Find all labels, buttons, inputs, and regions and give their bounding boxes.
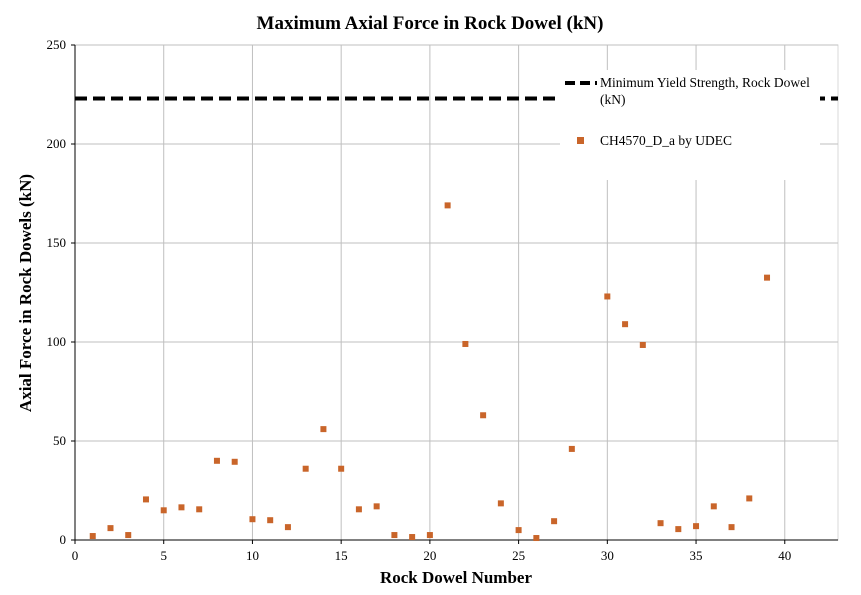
- data-point: [693, 523, 700, 530]
- data-point: [480, 412, 487, 419]
- data-point: [639, 341, 646, 348]
- y-tick-label: 100: [47, 334, 67, 349]
- data-point: [320, 426, 327, 433]
- data-point: [746, 495, 753, 502]
- legend-box: [560, 70, 820, 180]
- gridlines: [75, 44, 838, 540]
- data-point: [604, 293, 611, 300]
- data-point: [444, 202, 451, 209]
- data-points: [89, 202, 771, 542]
- data-point: [125, 532, 132, 539]
- legend-marker-swatch: [577, 137, 584, 144]
- data-point: [249, 516, 256, 523]
- x-tick-label: 30: [601, 548, 614, 563]
- data-point: [675, 526, 682, 533]
- data-point: [142, 496, 149, 503]
- y-tick-label: 50: [53, 433, 66, 448]
- data-point: [426, 532, 433, 539]
- y-tick-label: 200: [47, 136, 67, 151]
- data-point: [497, 500, 504, 507]
- data-point: [178, 504, 185, 511]
- data-point: [462, 340, 469, 347]
- data-point: [373, 503, 380, 510]
- data-point: [515, 527, 522, 534]
- data-point: [338, 465, 345, 472]
- data-point: [764, 274, 771, 281]
- tick-labels: 0 50 100 150 200 250 0 5 10 15 20 25 30 35 40: [47, 37, 792, 563]
- y-tick-label: 0: [60, 532, 67, 547]
- chart-title: Maximum Axial Force in Rock Dowel (kN): [257, 13, 604, 34]
- data-point: [284, 524, 291, 531]
- data-point: [107, 525, 114, 532]
- data-point: [657, 520, 664, 527]
- x-axis-label: Rock Dowel Number: [380, 568, 532, 587]
- data-point: [355, 506, 362, 513]
- data-point: [710, 503, 717, 510]
- legend-reference-label-line2: (kN): [600, 92, 626, 107]
- data-point: [302, 465, 309, 472]
- x-tick-label: 25: [512, 548, 525, 563]
- data-point: [622, 321, 629, 328]
- data-point: [160, 507, 167, 514]
- x-tick-label: 20: [423, 548, 436, 563]
- legend: Minimum Yield Strength, Rock Dowel (kN) …: [560, 70, 820, 180]
- y-axis-label: Axial Force in Rock Dowels (kN): [16, 174, 35, 412]
- legend-series-label: CH4570_D_a by UDEC: [600, 133, 732, 148]
- data-point: [568, 445, 575, 452]
- x-tick-label: 35: [690, 548, 703, 563]
- x-tick-label: 10: [246, 548, 259, 563]
- data-point: [267, 517, 274, 524]
- legend-reference-label-line1: Minimum Yield Strength, Rock Dowel: [600, 75, 810, 90]
- x-tick-label: 5: [160, 548, 167, 563]
- x-tick-label: 15: [335, 548, 348, 563]
- data-point: [391, 532, 398, 539]
- data-point: [89, 533, 96, 540]
- x-tick-label: 0: [72, 548, 79, 563]
- x-tick-label: 40: [778, 548, 791, 563]
- data-point: [728, 524, 735, 531]
- data-point: [409, 534, 416, 541]
- data-point: [213, 457, 220, 464]
- data-point: [196, 506, 203, 513]
- axes: [74, 45, 838, 541]
- data-point: [231, 458, 238, 465]
- y-tick-label: 150: [47, 235, 67, 250]
- data-point: [533, 535, 540, 542]
- data-point: [551, 518, 558, 525]
- y-tick-label: 250: [47, 37, 67, 52]
